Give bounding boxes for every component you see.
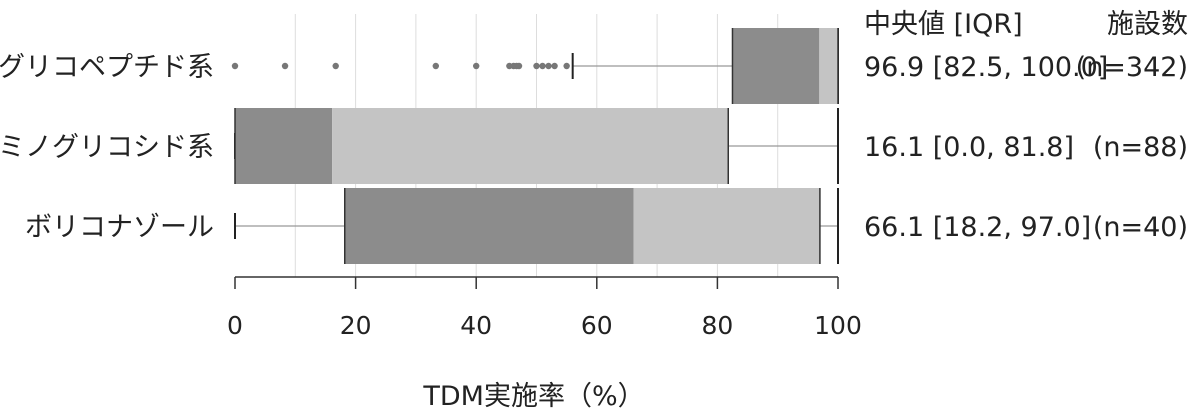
outlier-point <box>539 62 546 70</box>
stat-median-iqr: 96.9 [82.5, 100.0] <box>864 52 1108 83</box>
box-upper-half <box>633 188 820 264</box>
category-labels: グリコペプチド系アミノグリコシド系ボリコナゾール <box>0 52 214 243</box>
stat-column: 中央値 [IQR] 施設数 96.9 [82.5, 100.0](n=342) 1… <box>864 9 1188 243</box>
stat-median-iqr: 66.1 [18.2, 97.0] <box>864 212 1091 243</box>
box-lower-half <box>235 108 333 184</box>
outlier-point <box>515 62 523 70</box>
box-plot-1 <box>231 28 839 104</box>
x-axis: 0 20 40 60 80 100 <box>227 276 862 340</box>
box-plot-3 <box>234 188 839 264</box>
header-facilities: 施設数 <box>1107 9 1188 40</box>
x-tick-label: 60 <box>581 311 613 340</box>
box-upper-half <box>332 108 729 184</box>
box-lower-half <box>344 188 634 264</box>
box-plot-2 <box>234 108 839 184</box>
stat-facility-count: (n=342) <box>1076 52 1188 83</box>
stat-facility-count: (n=88) <box>1093 132 1188 163</box>
stat-median-iqr: 16.1 [0.0, 81.8] <box>864 132 1074 163</box>
x-tick-label: 0 <box>227 311 243 340</box>
x-tick-label: 80 <box>701 311 733 340</box>
outlier-point <box>551 62 558 70</box>
category-label: ボリコナゾール <box>25 212 214 243</box>
x-tick-label: 20 <box>340 311 372 340</box>
x-tick-label: 40 <box>460 311 492 340</box>
box-plots <box>231 28 839 264</box>
outlier-point <box>432 62 439 70</box>
category-label: アミノグリコシド系 <box>0 132 214 163</box>
x-axis-label: TDM実施率（%） <box>422 381 644 412</box>
outlier-point <box>231 62 239 70</box>
outlier-point <box>281 62 289 70</box>
outlier-point <box>473 62 480 70</box>
outlier-point <box>545 62 552 70</box>
box-upper-half <box>819 28 838 104</box>
header-median-iqr: 中央値 [IQR] <box>864 9 1023 40</box>
outlier-point <box>533 62 540 70</box>
category-label: グリコペプチド系 <box>0 52 214 83</box>
box-lower-half <box>732 28 820 104</box>
outlier-point <box>332 62 339 70</box>
x-tick-label: 100 <box>814 311 862 340</box>
stat-facility-count: (n=40) <box>1093 212 1188 243</box>
outlier-point <box>563 62 570 70</box>
